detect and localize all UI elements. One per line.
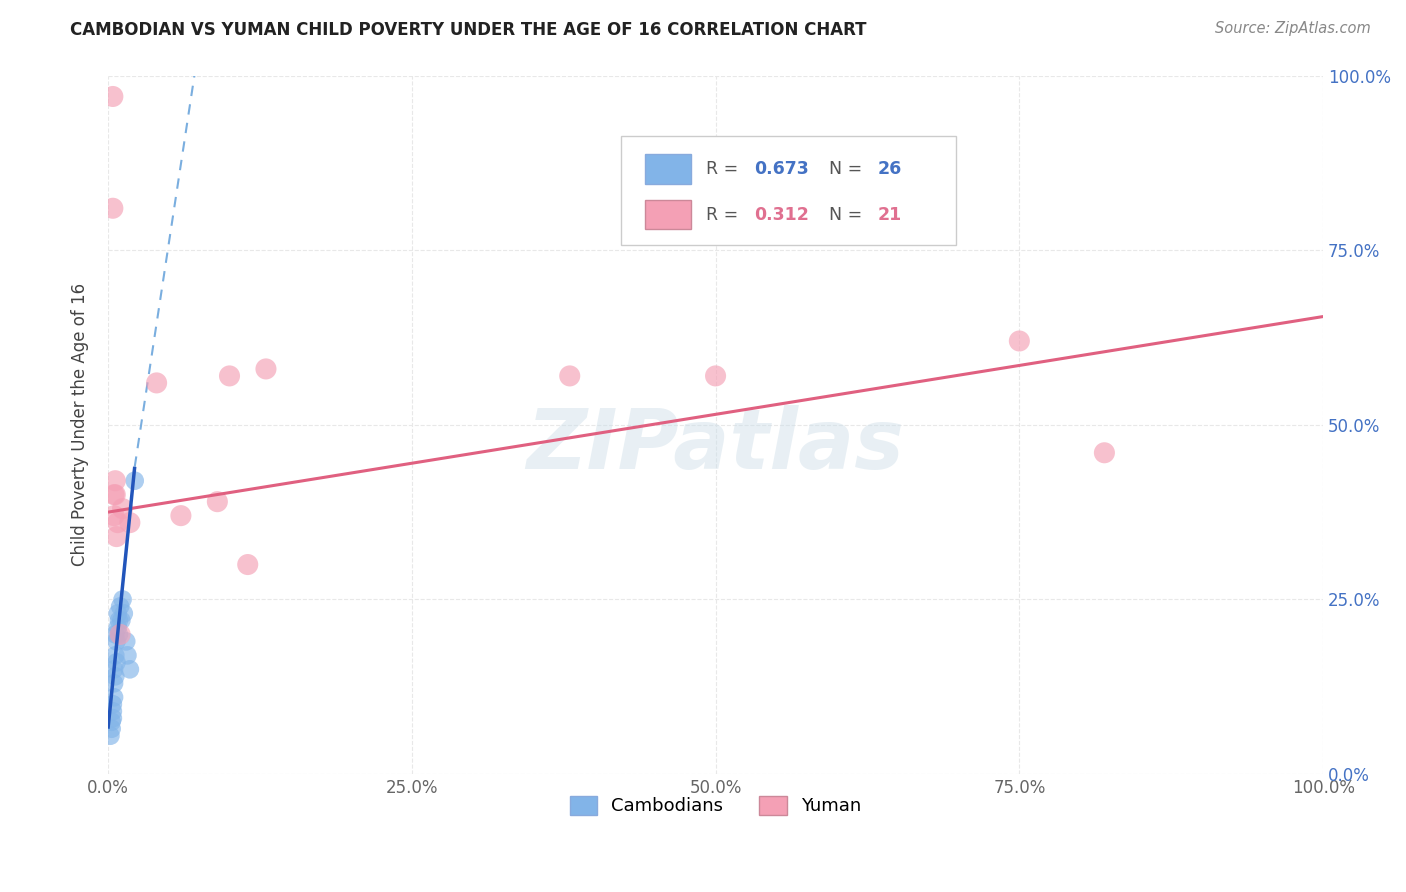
Point — [108, 627, 131, 641]
Point — [100, 714, 122, 729]
Text: CAMBODIAN VS YUMAN CHILD POVERTY UNDER THE AGE OF 16 CORRELATION CHART: CAMBODIAN VS YUMAN CHILD POVERTY UNDER T… — [70, 21, 868, 38]
Point — [115, 634, 138, 648]
Point — [103, 662, 125, 676]
Text: ZIPatlas: ZIPatlas — [527, 405, 904, 486]
Point — [117, 648, 139, 663]
Point — [101, 698, 124, 712]
Point — [145, 376, 167, 390]
Text: 26: 26 — [877, 161, 901, 178]
Point — [118, 516, 141, 530]
Point — [103, 488, 125, 502]
Point — [112, 607, 135, 621]
Legend: Cambodians, Yuman: Cambodians, Yuman — [561, 787, 870, 824]
Point — [105, 634, 128, 648]
Point — [236, 558, 259, 572]
Point — [103, 676, 125, 690]
Point — [704, 368, 727, 383]
Point — [107, 607, 129, 621]
Point — [118, 662, 141, 676]
Point — [1008, 334, 1031, 348]
Point — [107, 516, 129, 530]
Text: Source: ZipAtlas.com: Source: ZipAtlas.com — [1215, 21, 1371, 36]
Point — [170, 508, 193, 523]
Point — [104, 488, 127, 502]
Point — [111, 501, 134, 516]
Point — [100, 729, 122, 743]
Point — [104, 669, 127, 683]
Point — [101, 201, 124, 215]
Text: 21: 21 — [877, 205, 901, 224]
Point — [101, 711, 124, 725]
Point — [124, 474, 146, 488]
Point — [108, 614, 131, 628]
Text: N =: N = — [828, 205, 865, 224]
Text: 0.673: 0.673 — [755, 161, 810, 178]
Point — [108, 599, 131, 614]
FancyBboxPatch shape — [621, 136, 956, 245]
Point — [107, 620, 129, 634]
Point — [110, 614, 132, 628]
Point — [558, 368, 581, 383]
Point — [104, 648, 127, 663]
Point — [105, 530, 128, 544]
Point — [101, 704, 124, 718]
Point — [104, 474, 127, 488]
Point — [100, 722, 122, 736]
Bar — [645, 154, 692, 184]
Text: R =: R = — [706, 161, 741, 178]
Text: N =: N = — [828, 161, 865, 178]
Text: R =: R = — [706, 205, 741, 224]
Point — [218, 368, 240, 383]
Point — [111, 592, 134, 607]
Point — [103, 508, 125, 523]
Point — [101, 89, 124, 103]
Point — [1092, 446, 1115, 460]
Point — [103, 690, 125, 705]
Point — [104, 627, 127, 641]
Text: 0.312: 0.312 — [755, 205, 810, 224]
Point — [207, 494, 229, 508]
Point — [254, 362, 277, 376]
Bar — [645, 200, 692, 229]
Point — [105, 656, 128, 670]
Y-axis label: Child Poverty Under the Age of 16: Child Poverty Under the Age of 16 — [72, 284, 89, 566]
Point — [108, 627, 131, 641]
